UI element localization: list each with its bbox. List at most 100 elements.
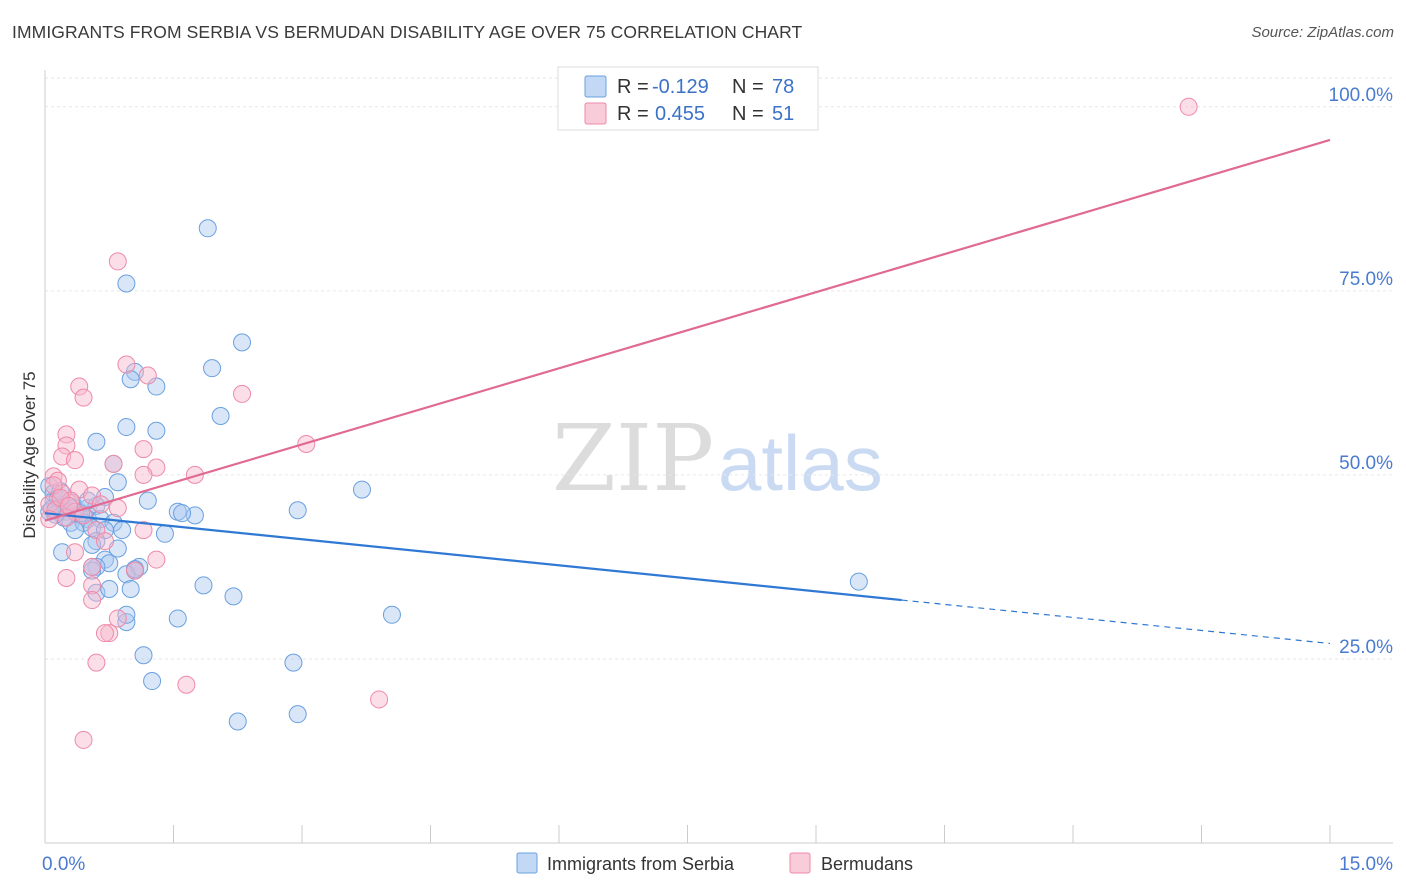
gridlines: [45, 77, 1393, 660]
point-bermudans: [138, 366, 157, 385]
point-bermudans: [104, 454, 123, 473]
series-legend-label-bermudans: Bermudans: [821, 854, 913, 874]
point-serbia: [224, 587, 243, 606]
point-serbia: [117, 565, 136, 584]
point-bermudans: [108, 252, 127, 271]
point-bermudans: [57, 425, 76, 444]
point-serbia: [121, 580, 140, 599]
point-serbia: [113, 521, 132, 540]
point-serbia: [143, 672, 162, 691]
point-bermudans: [134, 521, 153, 540]
point-bermudans: [74, 388, 93, 407]
watermark-atlas: atlas: [718, 419, 883, 507]
x-tick-label-min: 0.0%: [42, 854, 85, 875]
point-serbia: [155, 524, 174, 543]
legend-r-label-bermudans: R =: [617, 103, 649, 125]
point-serbia: [117, 274, 136, 293]
point-serbia: [117, 605, 136, 624]
legend-n-value-bermudans: 51: [772, 103, 794, 125]
point-bermudans: [370, 690, 389, 709]
point-serbia: [121, 370, 140, 389]
point-bermudans: [125, 561, 144, 580]
point-bermudans: [70, 377, 89, 396]
point-serbia: [284, 653, 303, 672]
legend-swatch-serbia: [584, 75, 607, 98]
point-bermudans: [100, 624, 119, 643]
point-serbia: [233, 333, 252, 352]
chart-title: IMMIGRANTS FROM SERBIA VS BERMUDAN DISAB…: [12, 22, 803, 42]
y-tick-label: 50.0%: [1339, 453, 1393, 474]
trend-line-serbia: [44, 512, 902, 602]
point-serbia: [194, 576, 213, 595]
point-serbia: [288, 501, 307, 520]
legend-n-value-serbia: 78: [772, 76, 794, 98]
point-serbia: [288, 705, 307, 724]
data-points: [40, 97, 1198, 749]
series-legend-label-serbia: Immigrants from Serbia: [547, 854, 735, 874]
point-serbia: [173, 504, 192, 523]
y-tick-label: 25.0%: [1339, 637, 1393, 658]
series-legend-swatch-serbia: [516, 852, 538, 874]
point-bermudans: [83, 591, 102, 610]
x-tick-label-max: 15.0%: [1339, 854, 1393, 875]
point-bermudans: [74, 730, 93, 749]
y-tick-labels: 25.0% 50.0% 75.0% 100.0%: [1329, 85, 1394, 658]
legend-r-value-bermudans: 0.455: [655, 103, 705, 125]
point-serbia: [211, 407, 230, 426]
watermark-zip: ZIP: [552, 405, 714, 512]
stats-legend: R = -0.129 N = 78 R = 0.455 N = 51: [557, 66, 819, 131]
point-serbia: [117, 418, 136, 437]
point-bermudans: [134, 465, 153, 484]
legend-r-label-serbia: R =: [617, 76, 649, 98]
point-bermudans: [65, 451, 84, 470]
point-bermudans: [87, 653, 106, 672]
point-bermudans: [1179, 97, 1198, 116]
point-serbia: [117, 613, 136, 632]
point-serbia: [100, 580, 119, 599]
point-serbia: [138, 491, 157, 510]
point-bermudans: [177, 675, 196, 694]
legend-n-label-bermudans: N =: [732, 103, 764, 125]
legend-r-value-serbia: -0.129: [652, 76, 709, 98]
y-tick-label: 100.0%: [1329, 85, 1394, 106]
point-serbia: [87, 432, 106, 451]
series-legend-swatch-bermudans: [789, 852, 811, 874]
y-axis-title: Disability Age Over 75: [20, 371, 39, 538]
source-credit: Source: ZipAtlas.com: [1251, 24, 1394, 41]
axes: [44, 70, 1393, 844]
trend-line-bermudans: [44, 138, 1331, 522]
point-bermudans: [95, 624, 114, 643]
point-bermudans: [83, 576, 102, 595]
point-serbia: [108, 473, 127, 492]
point-bermudans: [65, 543, 84, 562]
point-serbia: [228, 712, 247, 731]
point-serbia: [53, 543, 72, 562]
point-bermudans: [108, 609, 127, 628]
point-bermudans: [117, 355, 136, 374]
point-serbia: [382, 605, 401, 624]
point-serbia: [198, 219, 217, 238]
point-serbia: [147, 421, 166, 440]
point-serbia: [352, 480, 371, 499]
trend-lines: [44, 138, 1331, 645]
point-bermudans: [95, 532, 114, 551]
point-bermudans: [134, 440, 153, 459]
legend-n-label-serbia: N =: [732, 76, 764, 98]
point-serbia: [203, 359, 222, 378]
series-legend: Immigrants from Serbia Bermudans: [516, 852, 913, 874]
point-serbia: [849, 572, 868, 591]
point-serbia: [168, 609, 187, 628]
point-bermudans: [83, 557, 102, 576]
point-bermudans: [147, 550, 166, 569]
legend-swatch-bermudans: [584, 102, 607, 125]
point-bermudans: [57, 568, 76, 587]
y-tick-label: 75.0%: [1339, 269, 1393, 290]
point-bermudans: [57, 436, 76, 455]
point-bermudans: [108, 499, 127, 518]
point-bermudans: [233, 384, 252, 403]
point-serbia: [134, 646, 153, 665]
trend-line-serbia-extension: [901, 599, 1331, 645]
point-serbia: [65, 521, 84, 540]
point-bermudans: [185, 465, 204, 484]
